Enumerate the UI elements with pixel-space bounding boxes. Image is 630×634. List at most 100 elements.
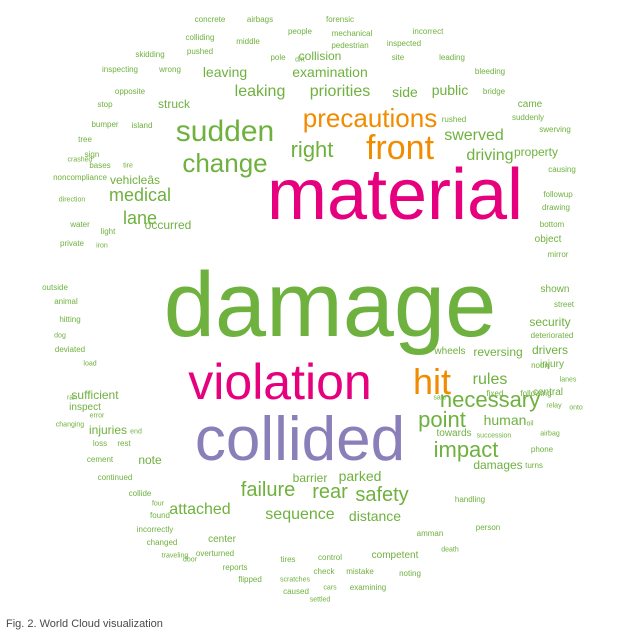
word-security: security (529, 316, 570, 328)
word-wheels: wheels (434, 347, 465, 357)
word-pedestrian: pedestrian (331, 42, 368, 50)
word-noon: noon (531, 362, 549, 370)
word-medical: medical (109, 186, 171, 204)
word-pushed: pushed (187, 48, 213, 56)
word-site: site (392, 54, 404, 62)
word-mirror: mirror (548, 251, 569, 259)
word-inspected: inspected (387, 40, 421, 48)
word-dog: dog (54, 333, 66, 340)
word-human: human (484, 413, 527, 427)
word-followup: followup (543, 191, 572, 199)
word-caused: caused (283, 588, 309, 596)
word-competent: competent (372, 551, 419, 561)
word-safety: safety (355, 485, 408, 505)
word-precautions: precautions (303, 105, 437, 131)
word-death: death (441, 547, 459, 554)
word-people: people (288, 28, 312, 36)
word-cement: cement (87, 456, 113, 464)
word-middle: middle (236, 38, 260, 46)
word-mechanical: mechanical (332, 30, 372, 38)
word-overturned: overturned (196, 550, 234, 558)
word-succession: succession (477, 433, 512, 440)
word-swerved: swerved (444, 128, 504, 144)
word-priorities: priorities (310, 84, 370, 100)
word-noting: noting (399, 570, 421, 578)
word-iron: iron (96, 243, 108, 250)
word-island: island (132, 122, 153, 130)
word-hitting: hitting (59, 316, 80, 324)
word-check: check (314, 568, 335, 576)
figure-caption: Fig. 2. World Cloud visualization (6, 618, 163, 630)
word-tree: tree (78, 136, 92, 144)
word-suddenly: suddenly (512, 114, 544, 122)
word-leaking: leaking (235, 84, 286, 100)
word-bottom: bottom (540, 221, 564, 229)
word-inspect: inspect (69, 403, 101, 413)
word-inspecting: inspecting (102, 66, 138, 74)
word-mistake: mistake (346, 568, 374, 576)
word-opposite: opposite (115, 88, 145, 96)
word-examination: examination (292, 65, 368, 79)
word-failure: failure (241, 480, 295, 500)
word-object: object (535, 235, 562, 245)
word-parked: parked (339, 469, 382, 483)
word-handling: handling (455, 496, 485, 504)
word-concrete: concrete (195, 16, 226, 24)
word-scratches: scratches (280, 577, 310, 584)
word-leading: leading (439, 54, 465, 62)
word-changed: changed (147, 539, 178, 547)
word-animal: animal (54, 298, 78, 306)
word-injuries: injuries (89, 424, 127, 436)
word-following: following (520, 390, 551, 398)
word-drivers: drivers (532, 344, 568, 356)
word-four: four (152, 501, 164, 508)
word-cars: cars (323, 585, 336, 592)
word-bridge: bridge (483, 88, 505, 96)
word-center: center (208, 535, 236, 545)
word-towards: towards (436, 429, 471, 439)
word-forensic: forensic (326, 16, 354, 24)
word-relay: relay (546, 403, 561, 410)
word-colliding: colliding (186, 34, 215, 42)
word-outside: outside (42, 284, 68, 292)
word-reports: reports (223, 564, 248, 572)
word-person: person (476, 524, 500, 532)
word-error: error (90, 413, 105, 420)
word-load: load (83, 361, 96, 368)
word-turns: turns (525, 462, 543, 470)
word-wrong: wrong (159, 66, 181, 74)
word-examining: examining (350, 584, 386, 592)
word-fixed: fixed (487, 390, 504, 398)
word-shown: shown (541, 285, 570, 295)
word-came: came (518, 100, 542, 110)
word-material: material (267, 159, 523, 231)
word-occurred: occurred (145, 219, 192, 231)
word-changing: changing (56, 422, 84, 429)
word-distance: distance (349, 509, 401, 523)
word-phone: phone (531, 446, 553, 454)
word-rear: rear (312, 482, 348, 502)
word-ran: ran (67, 395, 77, 402)
word-traveling: traveling (162, 553, 188, 560)
word-water: water (70, 221, 90, 229)
word-rules: rules (473, 372, 508, 388)
word-skidding: skidding (135, 51, 164, 59)
word-light: light (101, 228, 116, 236)
word-incorrect: incorrect (413, 28, 444, 36)
word-amman: amman (417, 530, 444, 538)
word-violation: violation (188, 357, 371, 407)
word-oil: oil (526, 421, 533, 428)
word-drawing: drawing (542, 204, 570, 212)
word-cloud: damagematerialcollidedviolationhitfronts… (0, 0, 630, 634)
word-private: private (60, 240, 84, 248)
word-flipped: flipped (238, 576, 262, 584)
word-property: property (514, 146, 558, 158)
word-street: street (554, 301, 574, 309)
word-bumper: bumper (91, 121, 118, 129)
word-public: public (432, 83, 469, 97)
word-direction: direction (59, 197, 85, 204)
word-deviated: deviated (55, 346, 85, 354)
word-airbags: airbags (247, 16, 273, 24)
word-tire: tire (123, 163, 133, 170)
word-deteriorated: deteriorated (531, 332, 574, 340)
